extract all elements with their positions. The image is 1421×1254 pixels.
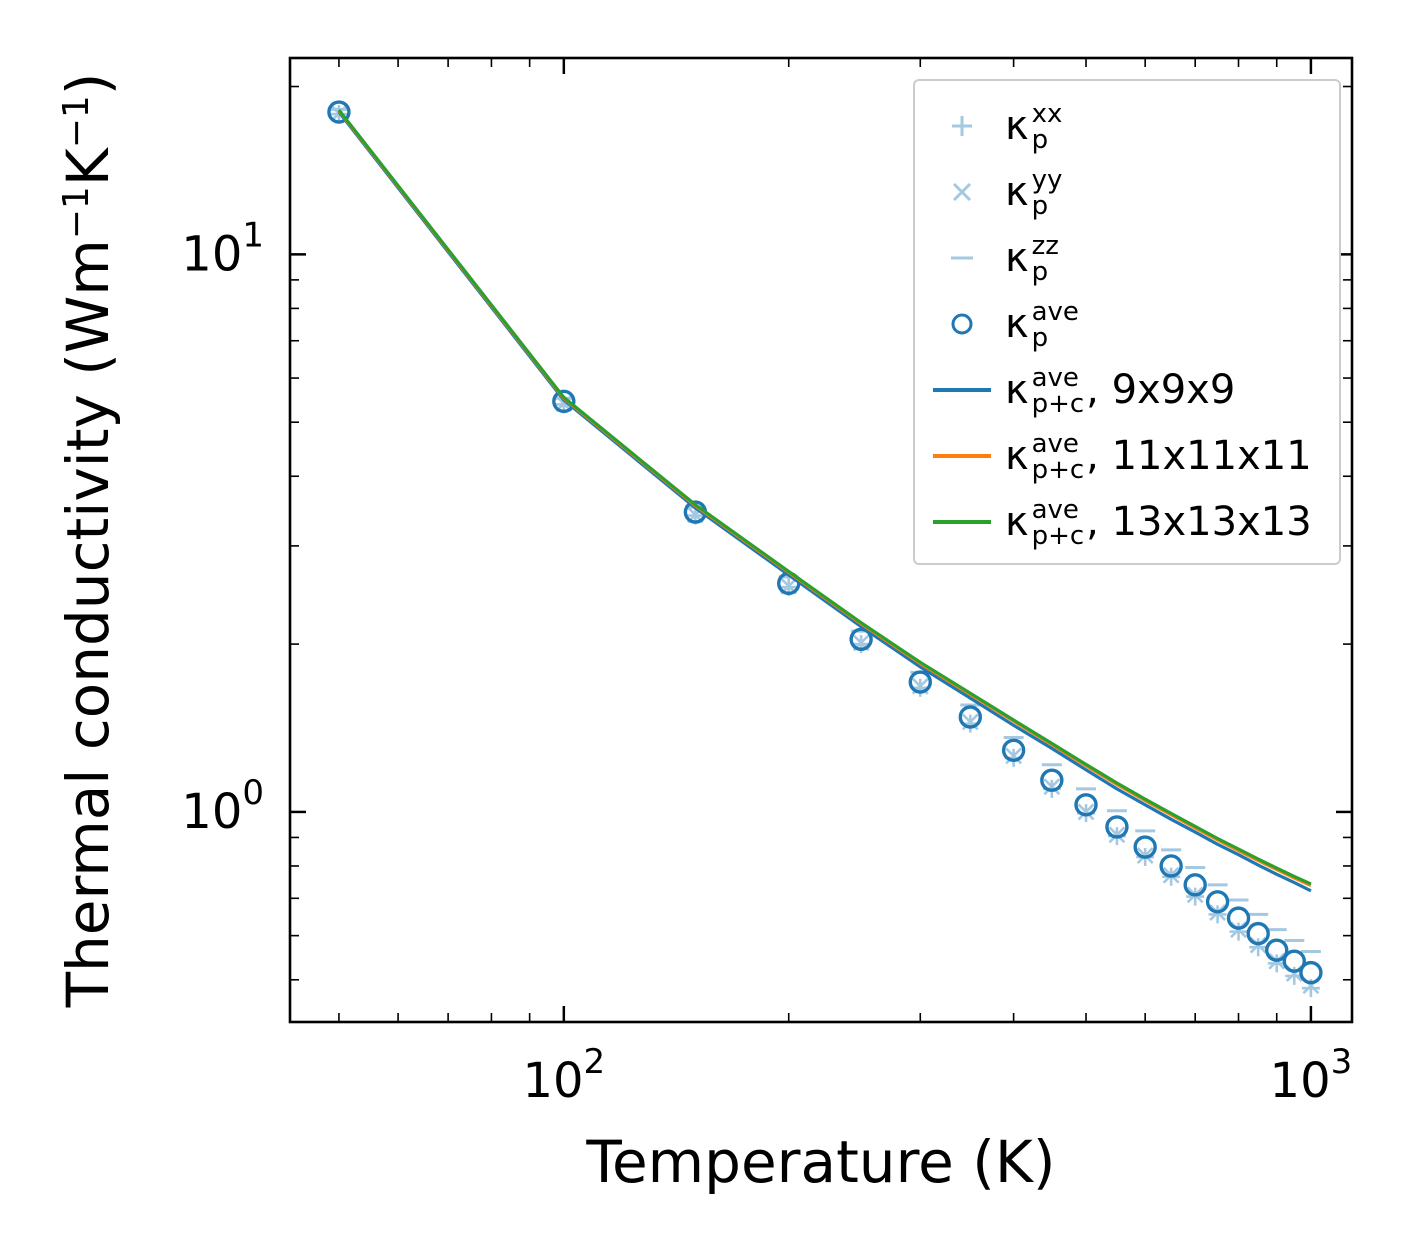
legend-entry: κ ave p+c, 13x13x13 xyxy=(919,489,1333,555)
kappa-symbol: κ xyxy=(1005,499,1029,545)
kappa-scripts: ave p xyxy=(1032,299,1079,351)
kappa-scripts: ave p+c xyxy=(1032,365,1085,417)
legend-entry: κ zz p xyxy=(919,225,1333,291)
kappa-subscript: p xyxy=(1031,191,1049,221)
kappa-subscript: p xyxy=(1031,125,1049,155)
kappa-superscript: yy xyxy=(1031,165,1063,195)
kappa-scripts: yy p xyxy=(1032,167,1063,219)
series-kappa_p_yy xyxy=(330,104,1320,995)
kappa-subscript: p+c xyxy=(1031,389,1085,419)
series-kappa_p_ave xyxy=(327,100,1323,985)
legend-entry: κ ave p+c, 11x11x11 xyxy=(919,423,1333,489)
y-axis-label-superscript: −1 xyxy=(56,186,98,240)
legend-label: κ ave p+c, 9x9x9 xyxy=(1005,364,1236,417)
legend-label: κ ave p+c, 11x11x11 xyxy=(1005,430,1312,483)
y-axis-label-superscript: −1 xyxy=(56,95,98,149)
kappa-superscript: xx xyxy=(1031,99,1063,129)
kappa-superscript: ave xyxy=(1031,495,1079,525)
y-axis-label-text: ) xyxy=(54,72,122,96)
x-tick-label: 102 xyxy=(522,1042,605,1109)
legend-circle-icon xyxy=(919,304,1005,344)
legend-line-sample xyxy=(919,502,1005,542)
kappa-subscript: p+c xyxy=(1031,455,1085,485)
kappa-symbol: κ xyxy=(1005,169,1029,215)
series-kappa_p_plus_c_ave_13x13x13 xyxy=(337,109,1312,886)
legend: κ xx p κ yy p κ zz p κ ave p κ ave p+c, 9x9x9 κ ave p+c, … xyxy=(913,79,1341,565)
legend-suffix: , 13x13x13 xyxy=(1086,499,1312,545)
legend-label: κ xx p xyxy=(1005,100,1064,153)
legend-suffix: , 11x11x11 xyxy=(1086,433,1312,479)
legend-suffix: , 9x9x9 xyxy=(1086,367,1236,413)
legend-label: κ ave p+c, 13x13x13 xyxy=(1005,496,1312,549)
kappa-subscript: p xyxy=(1031,257,1049,287)
legend-label: κ ave p xyxy=(1005,298,1081,351)
legend-entry: κ ave p+c, 9x9x9 xyxy=(919,357,1333,423)
y-tick-label: 100 xyxy=(181,773,264,840)
kappa-scripts: ave p+c xyxy=(1032,431,1085,483)
y-axis-label-text: Thermal conductivity (Wm xyxy=(54,239,122,1008)
legend-line-sample xyxy=(919,370,1005,410)
legend-label: κ zz p xyxy=(1005,232,1061,285)
kappa-superscript: zz xyxy=(1031,231,1059,261)
kappa-scripts: xx p xyxy=(1032,101,1063,153)
kappa-superscript: ave xyxy=(1031,297,1079,327)
axis-ticks xyxy=(290,58,1352,1022)
series-kappa_p_plus_c_ave_9x9x9 xyxy=(337,111,1312,893)
legend-entry: κ xx p xyxy=(919,93,1333,159)
kappa-superscript: ave xyxy=(1031,429,1079,459)
legend-dash-icon xyxy=(919,238,1005,278)
kappa-subscript: p xyxy=(1031,323,1049,353)
kappa-symbol: κ xyxy=(1005,103,1029,149)
x-axis-label: Temperature (K) xyxy=(586,1128,1056,1196)
kappa-subscript: p+c xyxy=(1031,521,1085,551)
kappa-symbol: κ xyxy=(1005,301,1029,347)
kappa-symbol: κ xyxy=(1005,367,1029,413)
legend-entry: κ ave p xyxy=(919,291,1333,357)
kappa-scripts: ave p+c xyxy=(1032,497,1085,549)
x-tick-label: 103 xyxy=(1270,1042,1353,1109)
y-axis-label-text: K xyxy=(54,148,122,187)
legend-entry: κ yy p xyxy=(919,159,1333,225)
legend-x-icon xyxy=(919,172,1005,212)
kappa-symbol: κ xyxy=(1005,235,1029,281)
legend-plus-icon xyxy=(919,106,1005,146)
legend-line-sample xyxy=(919,436,1005,476)
kappa-scripts: zz p xyxy=(1032,233,1059,285)
legend-label: κ yy p xyxy=(1005,166,1064,219)
kappa-symbol: κ xyxy=(1005,433,1029,479)
kappa-superscript: ave xyxy=(1031,363,1079,393)
y-axis-label: Thermal conductivity (Wm−1K−1) xyxy=(54,73,122,1008)
plot-border xyxy=(288,56,1354,1024)
y-tick-label: 101 xyxy=(181,215,264,282)
